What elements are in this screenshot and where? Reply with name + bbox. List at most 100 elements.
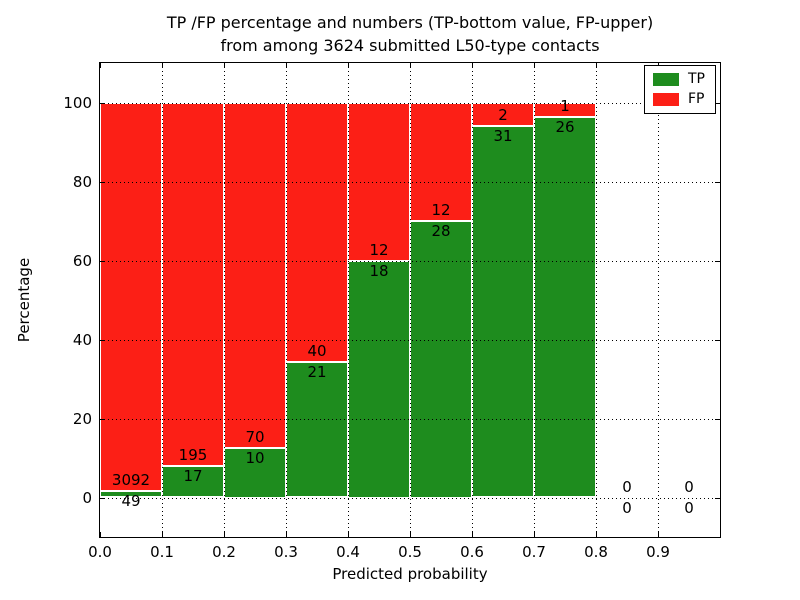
bar-tp-count-label: 17 (183, 466, 203, 485)
legend-item-tp: TP (653, 72, 705, 87)
x-tick-mark-top (596, 63, 597, 68)
bar-tp-count-label: 26 (555, 118, 575, 137)
bar-segment-fp (286, 102, 348, 362)
bar-segment-fp (410, 102, 472, 221)
chart-title: TP /FP percentage and numbers (TP-bottom… (100, 11, 720, 57)
gridline-vertical (162, 63, 163, 537)
y-tick-label: 60 (72, 251, 92, 270)
legend-swatch-tp (653, 73, 679, 86)
x-tick-label: 0.4 (336, 543, 360, 561)
x-tick-label: 0.6 (460, 543, 484, 561)
gridline-horizontal (100, 102, 720, 104)
chart-title-line-2: from among 3624 submitted L50-type conta… (220, 36, 600, 55)
gridline-horizontal (100, 181, 720, 183)
bar-segment-fp (224, 102, 286, 449)
bar-tp-count-label: 28 (431, 222, 451, 240)
bar-segment-fp (100, 102, 162, 492)
y-tick-label: 100 (63, 93, 92, 112)
bar-fp-count-label: 1 (560, 97, 570, 116)
x-tick-mark-top (534, 63, 535, 68)
x-tick-mark (658, 532, 659, 537)
x-tick-mark (162, 532, 163, 537)
gridline-vertical (348, 63, 349, 537)
x-tick-label: 0.7 (522, 543, 546, 561)
legend-label-tp: TP (688, 71, 705, 87)
y-tick-label: 20 (72, 409, 92, 428)
gridline-horizontal (100, 260, 720, 262)
gridline-horizontal (100, 339, 720, 341)
x-tick-mark-top (162, 63, 163, 68)
y-axis-label: Percentage (15, 257, 33, 343)
x-tick-mark-top (348, 63, 349, 68)
bar-fp-count-label: 3092 (111, 471, 151, 490)
y-tick-mark-right (715, 418, 720, 420)
x-tick-label: 0.8 (584, 543, 608, 561)
x-tick-mark (410, 532, 411, 537)
legend-label-fp: FP (688, 91, 705, 107)
bar-fp-count-label: 12 (431, 201, 451, 219)
y-tick-mark-right (715, 102, 720, 104)
gridline-horizontal (100, 418, 720, 420)
bar-fp-count-label: 0 (684, 477, 694, 496)
y-tick-mark-right (715, 497, 720, 499)
x-tick-mark (224, 532, 225, 537)
plot-area: TP FP 3092 49 195 17 70 10 40 21 12 18 12 28 2 31 1 26 0… (99, 62, 721, 538)
bar-tp-count-label: 49 (121, 492, 141, 511)
gridline-vertical (534, 63, 535, 537)
bar-segment-tp (162, 465, 224, 498)
y-tick-label: 0 (82, 488, 92, 507)
gridline-vertical (596, 63, 597, 537)
x-tick-label: 0.2 (212, 543, 236, 561)
legend-item-fp: FP (653, 92, 705, 107)
bar-fp-count-label: 0 (622, 477, 632, 496)
bar-segment-tp (348, 260, 410, 498)
x-tick-mark-top (472, 63, 473, 68)
bar-segment-tp (286, 361, 348, 498)
gridline-vertical (658, 63, 659, 537)
y-tick-mark (100, 497, 105, 499)
gridline-horizontal (100, 497, 720, 499)
y-tick-mark (100, 181, 105, 183)
bar-fp-count-label: 195 (178, 445, 208, 464)
x-tick-mark (100, 532, 101, 537)
x-tick-mark (472, 532, 473, 537)
x-tick-label: 0.0 (88, 543, 112, 561)
x-tick-mark-top (286, 63, 287, 68)
bar-tp-count-label: 0 (684, 498, 694, 517)
bar-segment-fp (162, 102, 224, 466)
y-tick-mark (100, 260, 105, 262)
bar-segment-tp (410, 221, 472, 498)
bar-fp-count-label: 40 (307, 341, 327, 360)
bar-fp-count-label: 70 (245, 428, 265, 447)
bar-tp-count-label: 10 (245, 449, 265, 468)
x-tick-mark (286, 532, 287, 537)
x-tick-mark-top (410, 63, 411, 68)
bar-tp-count-label: 31 (493, 127, 513, 146)
bar-tp-count-label: 18 (369, 261, 389, 280)
x-tick-mark (534, 532, 535, 537)
y-tick-mark-right (715, 181, 720, 183)
x-tick-label: 0.1 (150, 543, 174, 561)
gridline-vertical (410, 63, 411, 537)
gridline-vertical (472, 63, 473, 537)
x-tick-label: 0.3 (274, 543, 298, 561)
bar-fp-count-label: 12 (369, 240, 389, 259)
gridline-vertical (286, 63, 287, 537)
y-tick-label: 80 (72, 172, 92, 191)
x-axis-label: Predicted probability (332, 565, 488, 583)
y-tick-mark (100, 418, 105, 420)
bar-tp-count-label: 0 (622, 498, 632, 517)
legend-swatch-fp (653, 93, 679, 106)
x-tick-label: 0.9 (646, 543, 670, 561)
bar-fp-count-label: 2 (498, 106, 508, 125)
x-tick-label: 0.5 (398, 543, 422, 561)
y-tick-mark (100, 102, 105, 104)
bar-segment-tp (100, 491, 162, 498)
legend: TP FP (644, 65, 716, 114)
y-tick-mark-right (715, 260, 720, 262)
bar-segment-tp (534, 117, 596, 498)
x-tick-mark-top (224, 63, 225, 68)
y-tick-mark (100, 339, 105, 341)
bar-tp-count-label: 21 (307, 362, 327, 381)
